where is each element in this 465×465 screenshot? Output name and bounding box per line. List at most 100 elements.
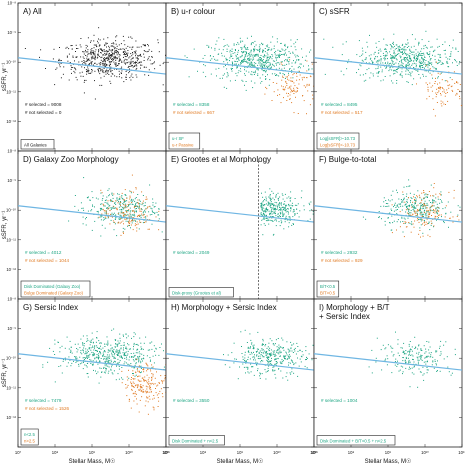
data-point [424, 67, 425, 69]
data-point [123, 354, 125, 356]
data-point [102, 64, 104, 66]
data-point [280, 72, 281, 74]
data-point [79, 44, 81, 46]
data-point [105, 363, 107, 365]
data-point [299, 63, 301, 65]
data-point [140, 360, 142, 362]
data-point [137, 205, 139, 207]
data-point-nonselected [437, 72, 439, 74]
data-point [409, 58, 411, 60]
data-point [235, 72, 237, 74]
data-point [135, 352, 137, 354]
data-point-nonselected [130, 224, 132, 226]
data-point-nonselected [426, 98, 428, 100]
data-point [370, 54, 372, 56]
data-point [90, 210, 92, 212]
data-point [84, 364, 86, 366]
data-point [286, 59, 288, 61]
data-point-nonselected [123, 199, 125, 201]
data-point [118, 63, 120, 65]
data-point [133, 360, 135, 362]
data-point [231, 68, 232, 70]
data-point [102, 60, 104, 62]
y-tick-label: 10⁻¹⁰ [6, 208, 16, 213]
data-point [87, 349, 89, 351]
data-point-nonselected [420, 202, 422, 204]
data-point [91, 229, 93, 231]
data-point [435, 350, 437, 352]
data-point [127, 50, 129, 51]
data-point [432, 360, 434, 362]
data-point [302, 354, 304, 356]
data-point [91, 50, 93, 52]
data-point [390, 54, 391, 56]
data-point [387, 358, 389, 360]
data-point [272, 209, 274, 211]
fit-line [313, 353, 463, 371]
data-point-nonselected [116, 207, 118, 209]
data-point [437, 198, 439, 200]
data-point [268, 219, 269, 221]
data-point [104, 361, 106, 363]
data-point [145, 336, 147, 338]
data-point [412, 51, 414, 53]
data-point [107, 58, 109, 60]
data-point [414, 197, 416, 199]
data-point [435, 201, 437, 203]
data-point [100, 358, 102, 359]
y-axis-label: sSFR, yr⁻¹ [2, 63, 8, 92]
data-point [104, 66, 106, 67]
data-point-nonselected [423, 203, 425, 205]
data-point-nonselected [133, 206, 135, 208]
data-point [402, 53, 403, 55]
panel-G: G) Sersic Index# selected = 7479# not se… [17, 298, 167, 448]
data-point [416, 211, 418, 213]
data-point [413, 54, 415, 56]
data-point [269, 347, 271, 349]
data-point-nonselected [147, 383, 149, 385]
data-point [270, 200, 272, 202]
data-point [110, 219, 112, 221]
data-point [415, 63, 417, 65]
data-point [244, 357, 246, 359]
data-point [266, 60, 268, 62]
data-point [278, 368, 279, 370]
data-point [223, 66, 225, 68]
data-point-nonselected [107, 208, 109, 210]
data-point [295, 61, 297, 63]
data-point [225, 57, 227, 59]
data-point [104, 59, 105, 60]
data-point [267, 346, 269, 348]
data-point [105, 43, 107, 45]
data-point [88, 59, 89, 61]
data-point [408, 56, 410, 58]
data-point-nonselected [451, 89, 453, 91]
data-point-nonselected [127, 379, 129, 381]
data-point-nonselected [441, 87, 443, 88]
data-point [263, 217, 265, 219]
data-point [408, 354, 410, 356]
data-point [147, 44, 149, 45]
data-point [272, 63, 273, 65]
data-point [82, 344, 84, 346]
data-point [427, 197, 428, 198]
data-point [272, 204, 274, 206]
data-point [277, 192, 279, 194]
data-point [435, 197, 437, 199]
data-point [91, 332, 93, 334]
data-point [138, 356, 140, 358]
data-point [110, 55, 111, 57]
data-point [260, 373, 261, 375]
data-point [113, 207, 115, 209]
data-point-nonselected [163, 380, 165, 382]
data-point-nonselected [128, 201, 130, 203]
data-point [276, 59, 277, 61]
data-point [262, 356, 264, 358]
data-point [135, 362, 137, 364]
data-point [92, 55, 94, 57]
data-point [293, 349, 295, 350]
data-point [258, 60, 260, 62]
data-point-nonselected [459, 98, 461, 100]
data-point-nonselected [123, 214, 125, 216]
data-point [410, 75, 412, 77]
